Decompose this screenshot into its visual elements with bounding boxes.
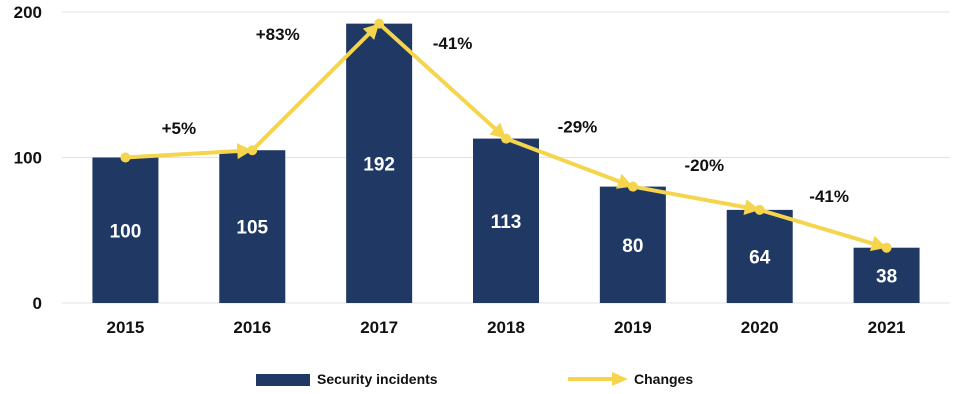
y-axis-ticks: 0 100 200 [14,3,42,313]
legend-label-changes: Changes [634,371,693,387]
x-tick-label: 2021 [868,318,906,337]
bar-2015 [92,157,159,303]
x-tick-label: 2019 [614,318,652,337]
change-label: -20% [684,156,724,175]
changes-point-2016 [247,145,258,156]
legend-label-security-incidents: Security incidents [317,371,438,387]
changes-line-segment [123,148,255,160]
x-axis-ticks: 2015 2016 2017 2018 2019 2020 2021 [107,318,906,337]
changes-line-segment [250,21,382,153]
changes-line-segment [630,184,762,212]
changes-point-2018 [501,133,511,144]
bar-labels: 100 105 192 113 80 64 38 [110,154,898,287]
x-tick-label: 2016 [233,318,271,337]
y-tick-label: 0 [33,294,42,313]
bar-value-label: 80 [622,236,643,257]
bar-2016 [219,150,286,303]
bar-2020 [726,209,793,303]
legend-swatch-security-incidents [256,374,310,386]
changes-arrow-head [236,143,253,160]
change-label: -29% [558,118,598,137]
x-tick-label: 2020 [741,318,779,337]
change-label: +83% [256,25,300,44]
changes-line-segment [757,207,889,250]
changes-arrow-head [362,23,380,40]
changes-line [120,18,892,253]
bar-value-label: 105 [236,218,268,239]
x-tick-label: 2015 [107,318,145,337]
bar-value-label: 100 [110,221,142,242]
bar-value-label: 192 [363,154,395,175]
bar-value-label: 38 [876,266,897,287]
change-labels: +5% +83% -41% -29% -20% -41% [162,25,849,206]
bar-value-label: 64 [749,247,771,268]
legend: Security incidents Changes [256,371,693,387]
bar-2017 [346,23,413,303]
change-label: +5% [162,119,197,138]
changes-line-segment [377,21,508,141]
bar-2019 [599,186,666,303]
changes-point-2021 [881,242,892,253]
change-label: -41% [433,34,473,53]
x-tick-label: 2017 [360,318,398,337]
changes-point-2020 [754,204,765,215]
bars [92,23,920,303]
x-tick-label: 2018 [487,318,525,337]
bar-2021 [853,247,920,303]
changes-point-2015 [120,152,131,163]
bar-2018 [473,138,539,303]
changes-point-2017 [374,18,385,29]
y-tick-label: 200 [14,3,42,22]
bar-value-label: 113 [491,212,522,233]
change-label: -41% [809,187,849,206]
legend-swatch-changes-arrow [612,372,628,386]
y-tick-label: 100 [14,149,42,168]
changes-arrow-head [489,122,506,139]
changes-line-segment [504,136,635,189]
changes-point-2019 [627,181,638,192]
